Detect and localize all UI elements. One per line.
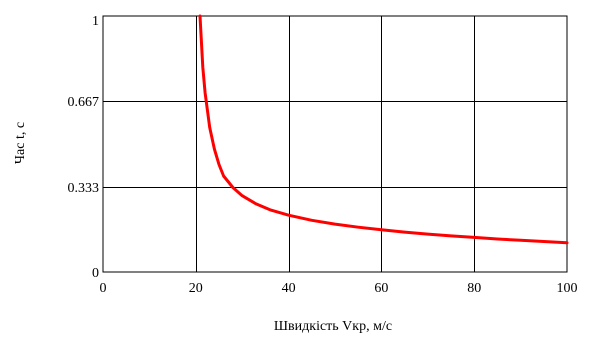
x-tick-label: 0 bbox=[100, 281, 107, 296]
y-tick-label: 0.667 bbox=[68, 95, 100, 110]
y-tick-label: 0 bbox=[92, 266, 99, 281]
grid bbox=[103, 16, 567, 272]
tick-labels: 0 20 40 60 80 100 0 0.333 0.667 1 bbox=[68, 14, 578, 296]
plot-frame bbox=[102, 15, 568, 273]
series-line bbox=[198, 14, 569, 245]
y-tick-label: 0.333 bbox=[68, 181, 100, 196]
x-tick-label: 40 bbox=[282, 281, 296, 296]
y-tick-label: 1 bbox=[92, 14, 99, 29]
x-axis-label: Швидкість Vкр, м/с bbox=[274, 319, 392, 334]
x-tick-label: 60 bbox=[374, 281, 388, 296]
x-tick-label: 100 bbox=[557, 281, 578, 296]
y-axis-label: Час t, с bbox=[13, 122, 28, 164]
x-tick-label: 20 bbox=[189, 281, 203, 296]
x-tick-label: 80 bbox=[467, 281, 481, 296]
